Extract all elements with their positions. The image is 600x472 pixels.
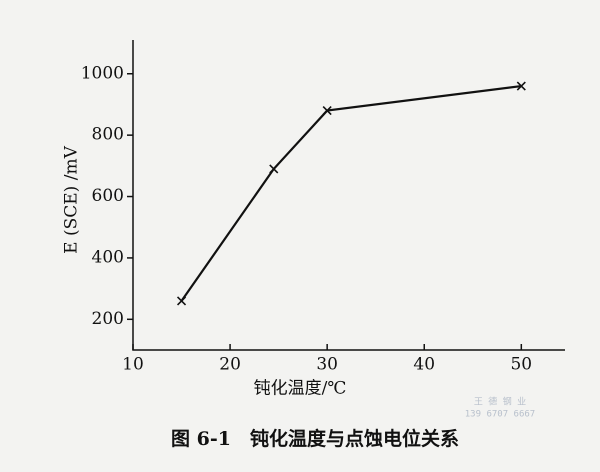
y-tick-label: 200	[92, 309, 124, 329]
marker	[322, 106, 332, 116]
axes	[132, 40, 565, 351]
y-tick-label: 1000	[81, 63, 124, 83]
y-tick-label: 600	[92, 186, 124, 206]
x-tick-label: 50	[510, 355, 532, 375]
y-tick-label: 800	[92, 125, 124, 145]
line	[180, 84, 522, 302]
watermark: 139 6707 6667	[465, 410, 535, 420]
x-tick-label: 40	[413, 355, 435, 375]
x-tick-label: 20	[219, 355, 241, 375]
x-axis-label: 钝化温度/℃	[254, 379, 347, 399]
marker	[269, 164, 279, 174]
marker	[516, 81, 526, 91]
caption: 图 6-1 钝化温度与点蚀电位关系	[171, 427, 459, 450]
watermark: 王 德 钢 业	[474, 396, 526, 408]
y-axis-label: E (SCE) /mV	[62, 145, 82, 253]
x-tick-label: 30	[316, 355, 338, 375]
marker	[176, 296, 187, 306]
x-tick-label: 10	[122, 355, 144, 375]
y-tick-label: 400	[92, 247, 124, 267]
